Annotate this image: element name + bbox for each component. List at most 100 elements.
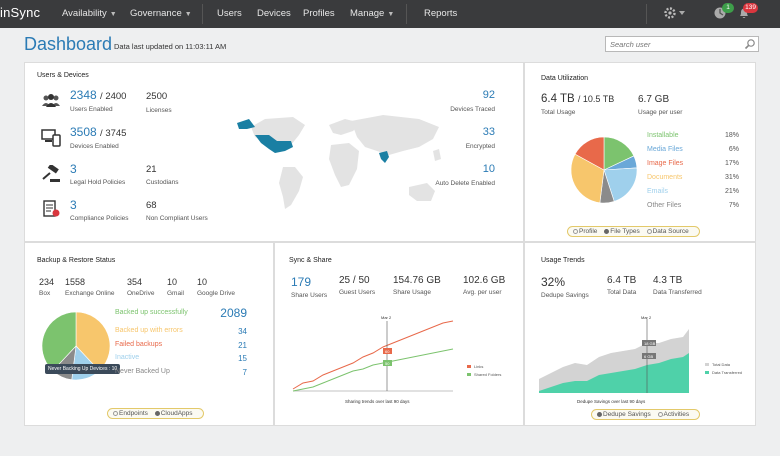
- legal-hold-label: Legal Hold Policies: [70, 179, 126, 186]
- licenses-value: 2500: [146, 91, 168, 102]
- app-logo[interactable]: inSync: [0, 5, 41, 20]
- nav-devices[interactable]: Devices: [257, 8, 291, 19]
- users-enabled-label: Users Enabled: [70, 106, 113, 113]
- tab-endpoints[interactable]: Endpoints: [113, 410, 148, 417]
- backup-legend-label[interactable]: Inactive: [115, 354, 140, 361]
- activity-icon[interactable]: 1: [713, 3, 734, 22]
- backup-legend-label[interactable]: Never Backed Up: [115, 368, 170, 375]
- trend-stat-label: Data Transferred: [653, 289, 702, 296]
- sync-stat-label: Avg. per user: [463, 289, 502, 296]
- auto-delete-value[interactable]: 10: [482, 163, 495, 175]
- backup-stat-label: Exchange Online: [65, 290, 115, 297]
- nav-users[interactable]: Users: [217, 8, 242, 19]
- trend-stat-value: 6.4 TB: [607, 275, 637, 286]
- backup-legend-value[interactable]: 15: [238, 354, 247, 363]
- nav-manage[interactable]: Manage ▼: [350, 8, 395, 19]
- usage-trends-tab-group: Dedupe Savings Activities: [591, 409, 701, 420]
- devices-traced-value[interactable]: 92: [482, 89, 495, 101]
- backup-legend-label[interactable]: Backed up successfully: [115, 309, 188, 316]
- panel-title: Sync & Share: [289, 257, 332, 264]
- backup-stat-value: 10: [197, 277, 208, 287]
- legend-item[interactable]: Image Files 17%: [647, 160, 739, 167]
- tab-dedupe-savings[interactable]: Dedupe Savings: [597, 411, 651, 418]
- nav-availability[interactable]: Availability ▼: [62, 8, 117, 19]
- sync-stat[interactable]: 179 Share Users: [291, 275, 327, 299]
- nav-divider: [202, 4, 203, 24]
- file-types-slice-4[interactable]: [570, 153, 605, 204]
- file-types-slice-2[interactable]: [603, 167, 638, 202]
- backup-restore-panel: Backup & Restore Status 234 Box 1558 Exchan…: [24, 242, 274, 426]
- sync-share-panel: Sync & Share 179 Share Users 25 / 50 Guest …: [274, 242, 524, 426]
- usage-per-user-label: Usage per user: [638, 109, 683, 116]
- links-callout-value: 60: [385, 349, 390, 354]
- legend-item[interactable]: Other Files 7%: [647, 202, 739, 209]
- legend-item[interactable]: Emails 21%: [647, 188, 739, 195]
- backup-legend-value[interactable]: 7: [242, 368, 247, 377]
- backup-legend-value[interactable]: 21: [238, 341, 247, 350]
- devices-icon: [41, 129, 61, 149]
- gavel-icon: [41, 163, 61, 185]
- date-marker-label: Mar 2: [641, 315, 652, 320]
- legend-label-data-transferred: Data Transferred: [712, 370, 742, 375]
- total-data-callout: [642, 340, 656, 346]
- settings-gear-icon[interactable]: [663, 6, 685, 22]
- nav-divider: [406, 4, 407, 24]
- non-compliant-label: Non Compliant Users: [146, 215, 208, 222]
- users-enabled-value[interactable]: 2348 / 2400: [70, 88, 127, 102]
- file-types-slice-5[interactable]: [574, 136, 605, 171]
- auto-delete-label: Auto Delete Enabled: [435, 180, 495, 187]
- dedupe-savings-chart[interactable]: Mar 2 18 GB 6 GB Total Data Data Transfe…: [533, 313, 751, 405]
- legend-item[interactable]: Documents 31%: [647, 174, 739, 181]
- devices-enabled-value[interactable]: 3508 / 3745: [70, 125, 127, 139]
- legend-item[interactable]: Installable 18%: [647, 132, 739, 139]
- custodians-label: Custodians: [146, 179, 179, 186]
- nav-profiles[interactable]: Profiles: [303, 8, 335, 19]
- legend-swatch: [705, 363, 709, 366]
- legend-label-shared-folders: Shared Folders: [474, 372, 501, 377]
- search-input[interactable]: [606, 37, 736, 51]
- backup-stat-label: OneDrive: [127, 290, 155, 297]
- legend-label: Documents: [647, 174, 683, 181]
- backup-stat-label: Box: [39, 290, 51, 297]
- compliance-value[interactable]: 3: [70, 198, 77, 212]
- search-box: [605, 36, 759, 52]
- legend-label: Image Files: [647, 160, 684, 167]
- file-types-pie-chart[interactable]: [569, 135, 639, 205]
- licenses-label: Licenses: [146, 107, 172, 114]
- tab-file-types[interactable]: File Types: [604, 228, 640, 235]
- tab-data-source[interactable]: Data Source: [646, 228, 689, 235]
- trend-stat-value: 4.3 TB: [653, 275, 683, 286]
- legend-item[interactable]: Media Files 6%: [647, 146, 739, 153]
- non-compliant-value: 68: [146, 200, 157, 211]
- encrypted-value[interactable]: 33: [482, 126, 495, 138]
- data-transferred-callout: [642, 353, 656, 359]
- search-icon[interactable]: [744, 38, 756, 52]
- data-util-tab-group: Profile File Types Data Source: [567, 226, 700, 237]
- tab-cloudapps[interactable]: CloudApps: [154, 410, 193, 417]
- backup-legend-value[interactable]: 2089: [220, 306, 247, 320]
- legend-percent: 31%: [724, 174, 739, 181]
- backup-legend-value[interactable]: 34: [238, 327, 247, 336]
- tab-profile[interactable]: Profile: [573, 228, 597, 235]
- backup-stat-value: 234: [39, 277, 55, 287]
- sync-stat-value: 154.76 GB: [393, 275, 441, 286]
- legend-percent: 6%: [728, 146, 739, 153]
- top-nav: inSync Availability ▼ Governance ▼ Users D…: [0, 0, 780, 28]
- backup-legend-label[interactable]: Backed up with errors: [115, 327, 183, 334]
- notifications-bell-icon[interactable]: 139: [737, 3, 758, 22]
- nav-reports[interactable]: Reports: [424, 8, 458, 19]
- sharing-trends-chart[interactable]: Mar 2 60 50 Links Shared Folders Sharing…: [283, 313, 515, 413]
- world-map[interactable]: [233, 105, 463, 223]
- sync-stat-label: Share Usage: [393, 289, 431, 296]
- panel-title: Backup & Restore Status: [37, 257, 116, 264]
- trend-stat: 6.4 TB Total Data: [607, 275, 636, 296]
- legal-hold-value[interactable]: 3: [70, 162, 77, 176]
- backup-legend-label[interactable]: Failed backups: [115, 341, 163, 348]
- nav-governance[interactable]: Governance ▼: [130, 8, 192, 19]
- shared-folders-callout-value: 50: [385, 361, 390, 366]
- data-utilization-panel: Data Utilization 6.4 TB / 10.5 TB Total …: [524, 62, 756, 242]
- series-data-transferred: [539, 353, 689, 393]
- sync-stat: 102.6 GB Avg. per user: [463, 275, 505, 296]
- tab-activities[interactable]: Activities: [657, 411, 689, 418]
- date-marker-label: Mar 2: [381, 315, 392, 320]
